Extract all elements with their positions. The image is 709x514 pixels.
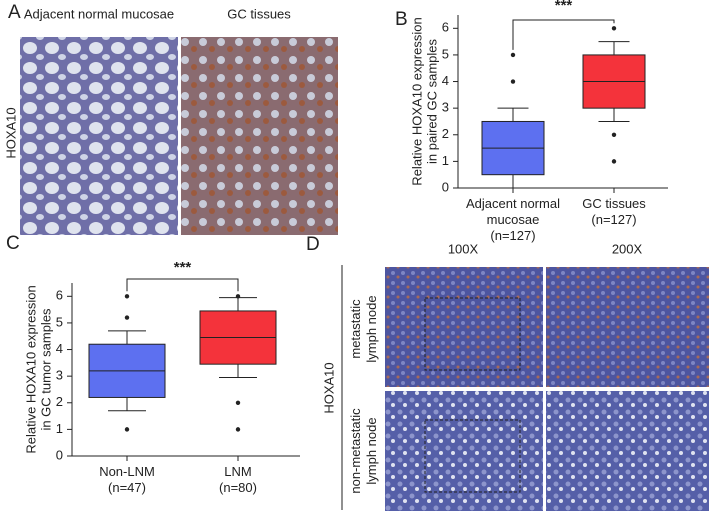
micrograph bbox=[546, 267, 709, 387]
y-tick-label: 3 bbox=[56, 368, 63, 383]
side-label: HOXA10 bbox=[321, 362, 336, 413]
micrograph bbox=[181, 37, 338, 235]
outlier bbox=[510, 52, 516, 58]
panel-letter: C bbox=[6, 233, 20, 254]
significance-label: *** bbox=[555, 0, 573, 14]
y-tick-label: 4 bbox=[56, 341, 63, 356]
y-tick-label: 1 bbox=[442, 153, 449, 168]
micrograph bbox=[546, 391, 709, 511]
outlier bbox=[235, 294, 241, 299]
category-label-box: LNM(n=80) bbox=[173, 464, 303, 496]
panel-letter: B bbox=[395, 9, 408, 30]
y-tick-label: 0 bbox=[442, 179, 449, 194]
outlier bbox=[611, 159, 617, 164]
micrograph bbox=[20, 37, 178, 235]
row-label: HOXA10 bbox=[3, 107, 18, 158]
y-axis-label: Relative HOXA10 expression bbox=[409, 17, 424, 185]
zoom-box bbox=[424, 419, 521, 493]
y-tick-label: 0 bbox=[56, 447, 63, 462]
category-label-group: Non-LNM (n=47) bbox=[62, 464, 192, 496]
panel-letter: A bbox=[8, 2, 21, 23]
category-label: LNM bbox=[224, 464, 252, 479]
category-label: (n=127) bbox=[591, 212, 637, 227]
row-label: metastatic lymph node bbox=[348, 295, 379, 363]
category-label: Adjacent normal mucosae bbox=[466, 196, 560, 227]
row-label: non-metastatic lymph node bbox=[348, 408, 379, 494]
y-axis-label: Relative HOXA10 expression bbox=[23, 285, 38, 453]
significance-bracket bbox=[512, 19, 615, 50]
y-axis-label: in GC tumor samples bbox=[38, 308, 53, 431]
outlier bbox=[124, 427, 130, 432]
panel-letter: D bbox=[306, 234, 320, 255]
y-tick-label: 2 bbox=[56, 394, 63, 409]
category-label: (n=127) bbox=[490, 228, 536, 243]
outlier bbox=[611, 26, 617, 31]
category-label-group: Adjacent normal mucosae (n=127) bbox=[448, 196, 578, 244]
row-label-box: non-metastatic lymph node bbox=[348, 408, 379, 494]
category-label: (n=80) bbox=[219, 480, 257, 495]
outlier bbox=[124, 294, 130, 299]
significance-label: *** bbox=[174, 259, 192, 276]
category-label-box: Non-LNM(n=47) bbox=[62, 464, 192, 496]
y-axis-label: in paired GC samples bbox=[424, 39, 439, 164]
outlier bbox=[235, 400, 241, 405]
category-label: Non-LNM bbox=[99, 464, 155, 479]
row-label-box: metastatic lymph node bbox=[348, 295, 379, 363]
significance-bracket bbox=[126, 278, 239, 292]
category-label: GC tissues bbox=[582, 196, 646, 211]
y-tick-label: 1 bbox=[56, 421, 63, 436]
micrograph bbox=[385, 267, 543, 387]
category-label: (n=47) bbox=[108, 480, 146, 495]
y-tick-label: 3 bbox=[442, 100, 449, 115]
zoom-box bbox=[424, 297, 521, 371]
category-label-group: LNM (n=80) bbox=[173, 464, 303, 496]
column-label: 100X bbox=[448, 241, 479, 256]
outlier bbox=[235, 427, 241, 432]
category-label-box: Adjacent normal mucosae(n=127) bbox=[448, 196, 578, 244]
outlier bbox=[611, 132, 617, 137]
image-label: GC tissues bbox=[227, 6, 291, 21]
micrograph bbox=[385, 391, 543, 511]
outlier bbox=[510, 79, 516, 84]
y-tick-label: 4 bbox=[442, 73, 449, 88]
image-label: Adjacent normal mucosae bbox=[24, 6, 174, 21]
outlier bbox=[124, 315, 130, 320]
y-tick-label: 6 bbox=[56, 288, 63, 303]
category-label-box: GC tissues(n=127) bbox=[549, 196, 679, 228]
category-label-group: GC tissues (n=127) bbox=[549, 196, 679, 228]
y-tick-label: 2 bbox=[442, 126, 449, 141]
y-tick-label: 6 bbox=[442, 20, 449, 35]
y-tick-label: 5 bbox=[442, 46, 449, 61]
y-tick-label: 5 bbox=[56, 314, 63, 329]
column-label: 200X bbox=[612, 241, 643, 256]
